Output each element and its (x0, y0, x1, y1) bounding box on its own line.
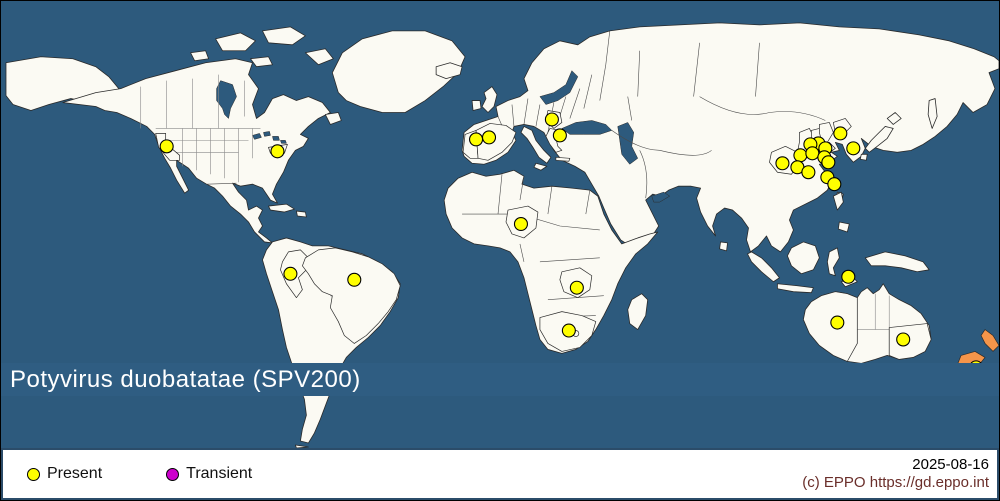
island-iceland (435, 62, 463, 80)
map-stamp: 2025-08-16 (c) EPPO https://gd.eppo.int (802, 456, 989, 492)
marker-present (805, 146, 820, 161)
marker-present (821, 155, 836, 170)
island-sri-lanka (719, 241, 728, 252)
legend-label-present: Present (47, 465, 103, 482)
marker-present (846, 141, 861, 156)
island-greenland (331, 30, 466, 113)
caspian-sea (617, 122, 639, 165)
marker-present (469, 132, 484, 147)
marker-present (481, 130, 497, 145)
landmass-africa (443, 169, 659, 354)
marker-present (544, 112, 559, 127)
persian-gulf (651, 191, 671, 203)
marker-present (552, 128, 567, 143)
island-cuba (268, 203, 307, 218)
great-lakes (252, 131, 287, 144)
baltic-sea (539, 70, 579, 105)
country-borders (206, 30, 826, 318)
marker-present (793, 148, 808, 163)
marker-present (159, 139, 174, 154)
marker-present (513, 216, 528, 232)
legend-label-transient: Transient (186, 465, 253, 482)
marker-present (896, 332, 911, 347)
marker-present (833, 126, 848, 141)
marker-present (347, 272, 362, 287)
title-band: Potyvirus duobatatae (SPV200) (1, 363, 999, 396)
legend-bar: Present Transient 2025-08-16 (c) EPPO ht… (1, 448, 999, 500)
region-brazil (302, 247, 401, 344)
marker-present (283, 266, 298, 281)
marker-present (569, 280, 584, 295)
world-map-canvas: Potyvirus duobatatae (SPV200) (1, 1, 999, 448)
marker-present (841, 269, 856, 284)
region-nsw-vic (888, 323, 932, 360)
island-sakhalin (927, 98, 938, 129)
peninsula-italy (520, 126, 552, 171)
marker-present (775, 156, 790, 171)
islands-southeast-asia (747, 191, 930, 294)
marker-present (830, 315, 845, 330)
region-western-australia (803, 291, 858, 362)
marker-present (270, 144, 285, 159)
map-date: 2025-08-16 (912, 456, 989, 473)
marker-present (801, 165, 816, 180)
hudson-bay (216, 80, 237, 119)
marker-present (827, 177, 842, 192)
transient-dot-icon (166, 467, 180, 481)
page-title: Potyvirus duobatatae (SPV200) (10, 365, 361, 393)
island-newfoundland (324, 112, 342, 125)
island-uk-ireland (471, 86, 498, 113)
island-madagascar (627, 293, 649, 330)
present-dot-icon (27, 467, 40, 481)
legend-item-present: Present (27, 465, 102, 483)
islands-japan (859, 112, 902, 161)
legend-item-transient: Transient (166, 465, 252, 483)
marker-present (561, 323, 576, 338)
copyright-notice: (c) EPPO https://gd.eppo.int (802, 474, 989, 491)
arctic-islands (190, 26, 334, 68)
